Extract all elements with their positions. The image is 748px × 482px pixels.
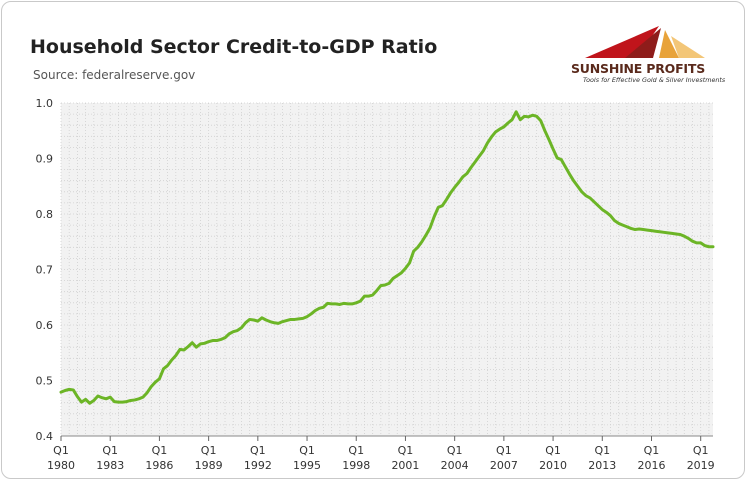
y-tick-label: 0.7	[36, 264, 54, 277]
logo-tagline: Tools for Effective Gold & Silver Invest…	[583, 76, 726, 84]
x-tick-year-label: 2019	[687, 459, 715, 472]
sunshine-profits-logo-icon	[585, 26, 705, 58]
y-tick-label: 1.0	[36, 97, 54, 110]
x-tick-quarter-label: Q1	[496, 444, 512, 457]
x-tick-year-label: 1989	[195, 459, 223, 472]
x-tick-quarter-label: Q1	[447, 444, 463, 457]
x-tick-year-label: 1983	[96, 459, 124, 472]
chart-title: Household Sector Credit-to-GDP Ratio	[30, 36, 438, 58]
x-tick-quarter-label: Q1	[594, 444, 610, 457]
x-tick-year-label: 2010	[539, 459, 567, 472]
x-tick-year-label: 1998	[342, 459, 370, 472]
x-tick-year-label: 2013	[588, 459, 616, 472]
x-tick-year-label: 2016	[637, 459, 665, 472]
logo-name: SUNSHINE PROFITS	[571, 61, 706, 76]
x-tick-quarter-label: Q1	[299, 444, 315, 457]
x-tick-year-label: 1986	[145, 459, 173, 472]
x-tick-quarter-label: Q1	[53, 444, 69, 457]
chart-source: Source: federalreserve.gov	[33, 68, 196, 82]
logo-ray-orange	[659, 30, 679, 58]
x-tick-quarter-label: Q1	[693, 444, 709, 457]
x-tick-year-label: 2004	[441, 459, 469, 472]
y-tick-label: 0.6	[36, 319, 54, 332]
y-tick-label: 0.8	[36, 208, 54, 221]
x-tick-year-label: 2007	[490, 459, 518, 472]
y-tick-label: 0.5	[36, 375, 54, 388]
plot-area	[61, 103, 713, 436]
x-tick-year-label: 2001	[391, 459, 419, 472]
x-tick-quarter-label: Q1	[644, 444, 660, 457]
y-tick-label: 0.9	[36, 153, 54, 166]
logo-ray-light	[671, 36, 705, 58]
x-axis-ticks: Q1 1980 Q1 1983 Q1 1986 Q1 1989 Q1 1992 Q1 1995 Q1 19…	[47, 435, 715, 472]
series-line	[59, 110, 715, 405]
x-tick-quarter-label: Q1	[545, 444, 561, 457]
x-tick-quarter-label: Q1	[152, 444, 168, 457]
x-tick-quarter-label: Q1	[398, 444, 414, 457]
logo-ray-dark	[625, 28, 661, 58]
y-tick-label: 0.4	[36, 430, 54, 443]
x-tick-quarter-label: Q1	[348, 444, 364, 457]
grid-lines	[60, 102, 713, 437]
x-tick-quarter-label: Q1	[102, 444, 118, 457]
x-tick-year-label: 1992	[244, 459, 272, 472]
y-axis-ticks: 0.4 0.5 0.6 0.7 0.8 0.9 1.0	[36, 97, 54, 443]
x-tick-quarter-label: Q1	[250, 444, 266, 457]
x-tick-year-label: 1995	[293, 459, 321, 472]
x-tick-year-label: 1980	[47, 459, 75, 472]
x-tick-quarter-label: Q1	[201, 444, 217, 457]
